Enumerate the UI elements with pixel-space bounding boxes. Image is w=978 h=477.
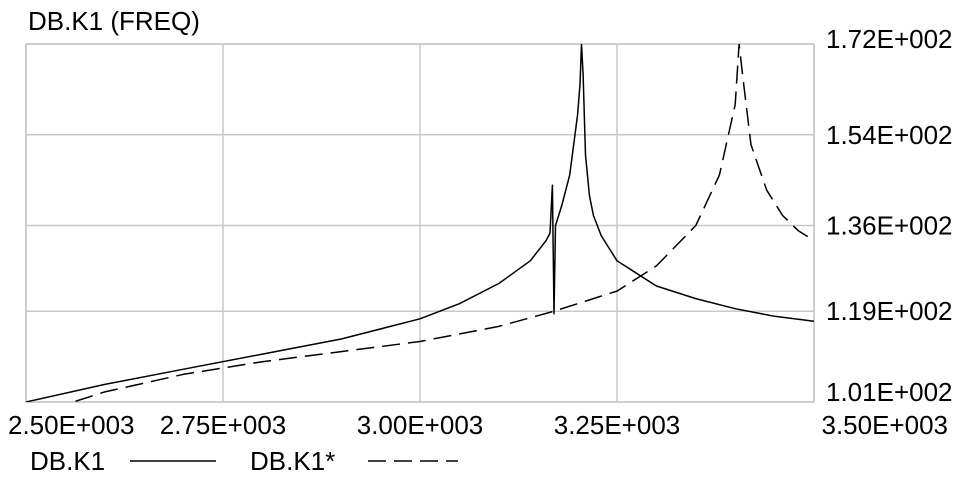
series-line-dashed [70,44,814,402]
series-layer [26,44,814,402]
x-axis-ticks: 2.50E+003 2.75E+003 3.00E+003 3.25E+003 3.50… [8,410,948,440]
x-tick-label: 3.50E+003 [821,410,948,440]
x-tick-label: 2.75E+003 [160,410,287,440]
y-axis-ticks: 1.72E+002 1.54E+002 1.36E+002 1.19E+002 1.01… [826,24,953,407]
x-tick-label: 3.00E+003 [357,410,484,440]
y-tick-label: 1.54E+002 [826,120,953,150]
x-tick-label: 3.25E+003 [554,410,681,440]
y-tick-label: 1.36E+002 [826,211,953,241]
y-tick-label: 1.19E+002 [826,296,953,326]
legend: DB.K1 DB.K1* [30,446,458,476]
y-tick-label: 1.72E+002 [826,24,953,54]
gridlines [25,43,815,403]
legend-label-db-k1: DB.K1 [30,446,105,476]
x-tick-label: 2.50E+003 [8,410,135,440]
y-tick-label: 1.01E+002 [826,377,953,407]
series-line-solid [26,44,814,402]
legend-label-db-k1-star: DB.K1* [250,446,335,476]
chart-title: DB.K1 (FREQ) [28,6,200,36]
